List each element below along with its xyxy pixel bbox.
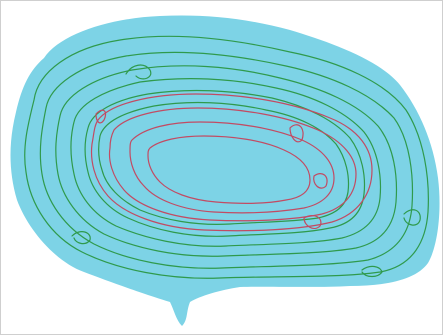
lake-water-shape [10,15,440,327]
outer-contour-3 [55,65,398,257]
outer-contour-loop-1 [125,64,152,80]
inner-contour-4 [147,135,311,204]
outer-contour-1 [24,35,429,279]
outer-contour-loop-2 [403,209,421,226]
inner-contour-hook-4 [303,214,322,230]
inner-contour-hook-3 [313,173,328,189]
inner-contour-1 [90,93,373,232]
outer-contour-2 [39,51,414,269]
outer-contour-loop-4 [361,265,383,278]
outer-contour-6 [98,101,350,225]
inner-contour-3 [129,121,335,214]
inner-contour-hook-1 [95,109,107,124]
outer-contour-5 [84,89,366,237]
inner-contour-2 [108,107,357,222]
outer-contour-loop-3 [71,231,91,245]
outer-contour-4 [70,78,382,247]
inner-contour-hook-2 [289,124,304,143]
